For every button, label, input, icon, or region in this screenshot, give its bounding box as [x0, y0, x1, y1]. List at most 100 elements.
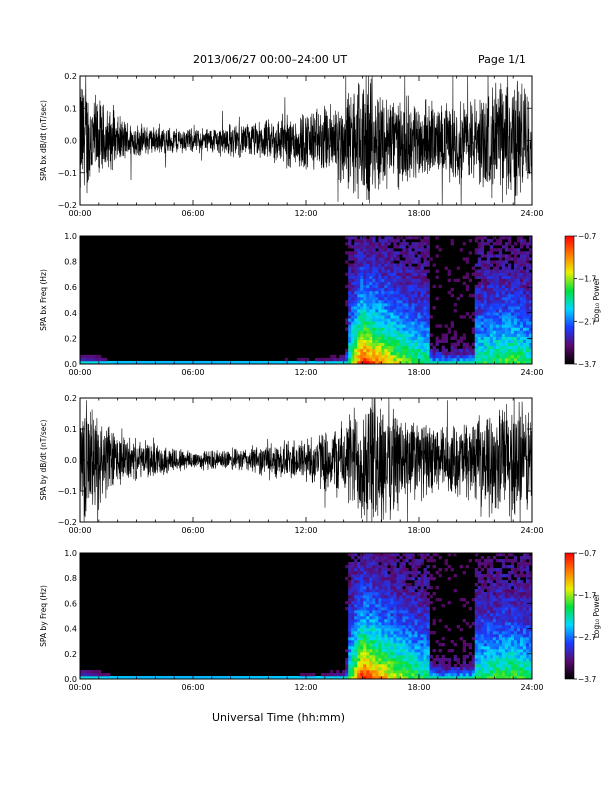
heatmap-cell	[360, 559, 364, 563]
heatmap-cell	[516, 631, 521, 635]
heatmap-cell	[474, 622, 479, 626]
heatmap-cell	[516, 649, 521, 653]
heatmap-cell	[516, 281, 521, 286]
heatmap-cell	[480, 309, 485, 313]
heatmap-cell	[399, 586, 403, 590]
heatmap-cell	[396, 604, 400, 608]
heatmap-cell	[372, 646, 376, 650]
heatmap-cell	[513, 610, 518, 614]
heatmap-cell	[528, 649, 533, 653]
heatmap-cell	[459, 565, 463, 569]
heatmap-cell	[474, 598, 479, 602]
heatmap-cell	[507, 619, 512, 623]
heatmap-cell	[384, 649, 388, 653]
heatmap-cell	[381, 670, 385, 674]
heatmap-cell	[402, 333, 406, 337]
heatmap-cell	[480, 245, 485, 249]
heatmap-cell	[351, 315, 355, 319]
heatmap-cell	[432, 658, 436, 662]
heatmap-cell	[378, 345, 382, 350]
heatmap-cell	[480, 601, 485, 605]
heatmap-cell	[387, 263, 391, 267]
heatmap-cell	[366, 257, 370, 261]
heatmap-cell	[363, 592, 367, 596]
heatmap-cell	[510, 565, 515, 569]
heatmap-cell	[393, 568, 397, 572]
heatmap-cell	[426, 357, 430, 362]
heatmap-cell	[495, 357, 500, 362]
heatmap-cell	[504, 260, 509, 264]
heatmap-cell	[480, 251, 485, 255]
heatmap-cell	[477, 312, 482, 316]
heatmap-cell	[402, 281, 406, 286]
heatmap-cell	[408, 631, 412, 635]
heatmap-cell	[393, 634, 397, 638]
heatmap-cell	[381, 336, 385, 340]
heatmap-cell	[498, 315, 503, 319]
heatmap-cell	[408, 266, 412, 270]
heatmap-cell	[384, 586, 388, 590]
heatmap-cell	[351, 667, 355, 671]
heatmap-cell	[408, 312, 412, 316]
heatmap-cell	[375, 598, 379, 602]
heatmap-cell	[89, 357, 93, 362]
heatmap-cell	[519, 284, 524, 289]
heatmap-cell	[360, 658, 364, 662]
heatmap-cell	[501, 284, 506, 289]
heatmap-cell	[423, 643, 427, 647]
heatmap-cell	[396, 312, 400, 316]
heatmap-cell	[468, 664, 473, 668]
heatmap-cell	[384, 667, 388, 671]
heatmap-cell	[417, 248, 421, 252]
heatmap-cell	[516, 300, 521, 304]
heatmap-cell	[522, 327, 527, 331]
heatmap-cell	[384, 263, 388, 267]
heatmap-cell	[98, 360, 102, 365]
heatmap-cell	[396, 607, 400, 611]
heatmap-cell	[396, 296, 400, 301]
heatmap-cell	[423, 248, 427, 252]
heatmap-cell	[507, 643, 512, 647]
heatmap-cell	[483, 574, 488, 578]
heatmap-cell	[528, 324, 533, 328]
heatmap-cell	[387, 652, 391, 656]
heatmap-cell	[393, 661, 397, 665]
heatmap-cell	[426, 622, 430, 626]
heatmap-cell	[360, 661, 364, 665]
heatmap-cell	[387, 562, 391, 566]
heatmap-cell	[372, 616, 376, 620]
heatmap-cell	[387, 613, 391, 617]
heatmap-cell	[363, 357, 367, 362]
heatmap-cell	[498, 284, 503, 289]
heatmap-cell	[510, 296, 515, 301]
heatmap-cell	[489, 348, 494, 353]
heatmap-cell	[155, 360, 159, 365]
heatmap-cell	[167, 676, 171, 680]
heatmap-cell	[414, 354, 418, 359]
heatmap-cell	[384, 324, 388, 328]
heatmap-cell	[348, 336, 352, 340]
heatmap-cell	[486, 354, 491, 359]
heatmap-cell	[366, 562, 370, 566]
heatmap-cell	[423, 348, 427, 353]
heatmap-cell	[357, 556, 361, 560]
y-tick-label: 0.1	[64, 425, 77, 434]
heatmap-cell	[387, 357, 391, 362]
heatmap-cell	[477, 345, 482, 350]
heatmap-cell	[495, 300, 500, 304]
heatmap-cell	[399, 360, 403, 365]
heatmap-cell	[420, 637, 424, 641]
heatmap-cell	[471, 676, 476, 680]
heatmap-cell	[519, 281, 524, 286]
heatmap-cell	[504, 360, 509, 365]
heatmap-cell	[414, 248, 418, 252]
heatmap-cell	[360, 269, 364, 273]
heatmap-cell	[402, 300, 406, 304]
heatmap-cell	[423, 330, 427, 334]
heatmap-cell	[495, 296, 500, 301]
heatmap-cell	[372, 360, 376, 365]
heatmap-cell	[360, 239, 364, 243]
heatmap-cell	[516, 251, 521, 255]
heatmap-cell	[447, 330, 451, 334]
heatmap-cell	[525, 354, 530, 359]
